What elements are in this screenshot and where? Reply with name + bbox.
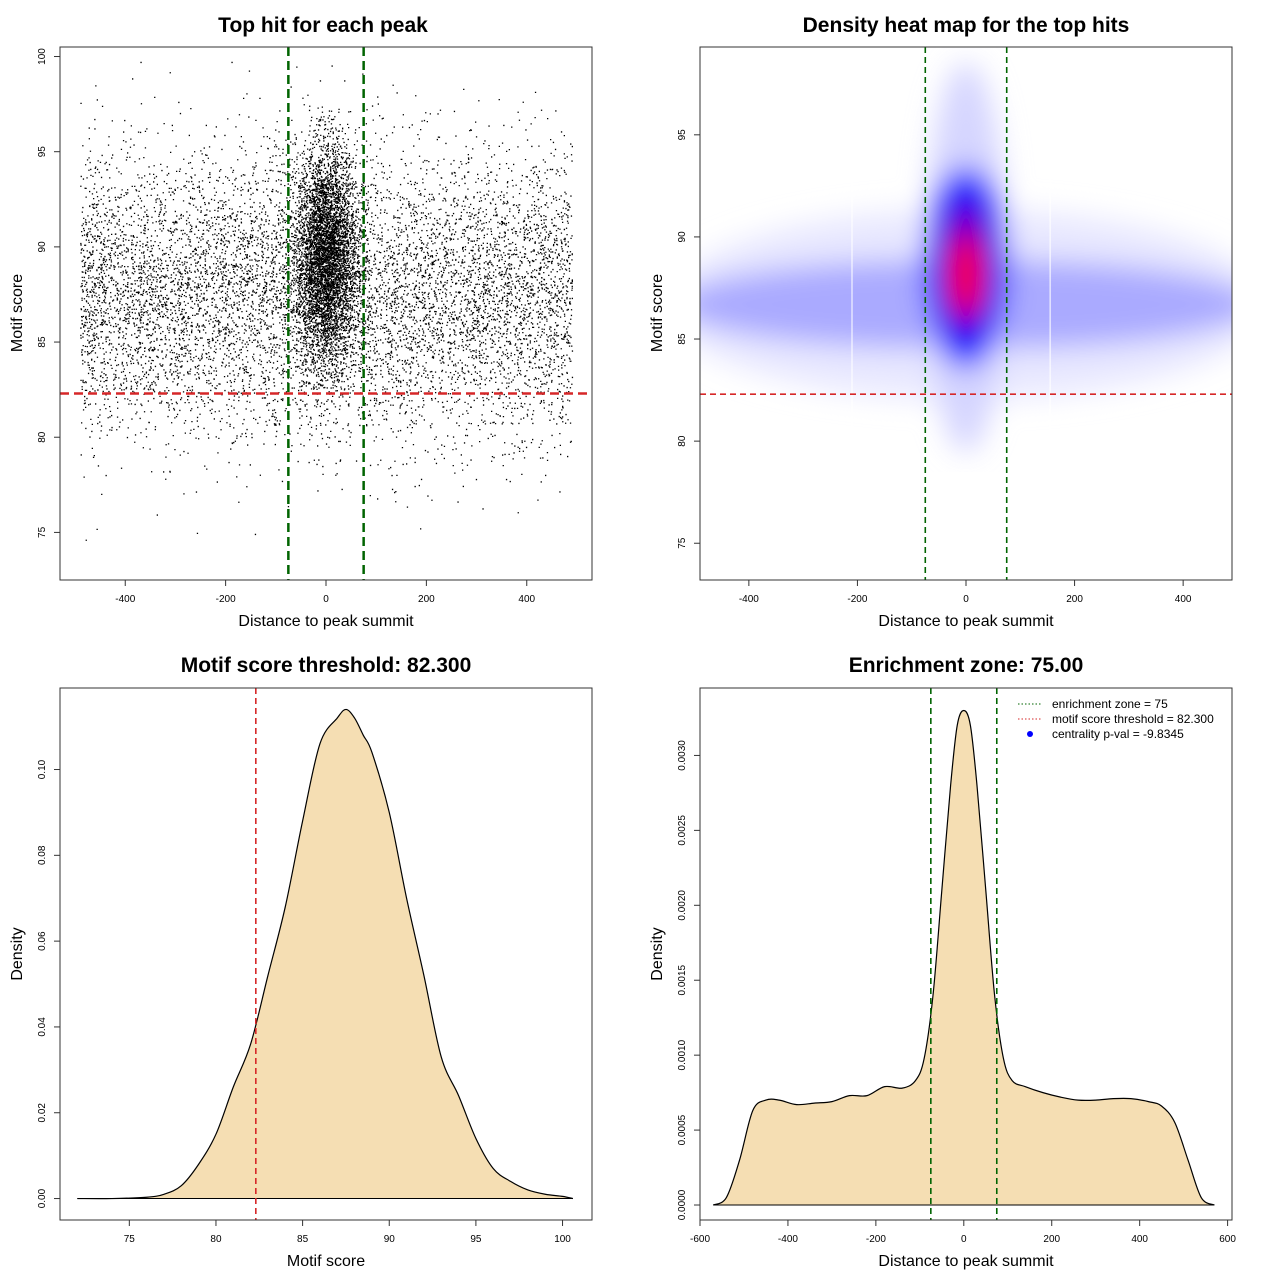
y-tick-label: 80 (37, 431, 48, 443)
y-tick-label: 90 (37, 241, 48, 253)
y-tick-label: 95 (677, 129, 688, 141)
x-tick-label: 200 (418, 594, 435, 605)
x-tick-label: -200 (847, 594, 867, 605)
x-axis-label: Motif score (287, 1253, 365, 1270)
legend-entry-pval: centrality p-val = -9.8345 (1027, 727, 1184, 741)
y-tick-label: 0.10 (37, 759, 48, 779)
heatmap-density (700, 62, 1232, 453)
reference-lines (700, 47, 1232, 580)
chart-title: Density heat map for the top hits (803, 14, 1130, 37)
x-tick-label: -600 (690, 1234, 710, 1245)
plot-frame (699, 687, 1233, 1221)
density-curve (712, 709, 1215, 1206)
x-tick-label: -400 (115, 594, 135, 605)
legend-entry-threshold: motif score threshold = 82.300 (1018, 712, 1214, 726)
y-tick-label: 0.0010 (677, 1039, 688, 1070)
density-curve (77, 708, 574, 1200)
y-axis-label: Density (649, 927, 666, 980)
x-tick-label: 85 (297, 1234, 309, 1245)
y-tick-label: 85 (37, 336, 48, 348)
x-tick-label: -400 (739, 594, 759, 605)
y-tick-label: 100 (37, 48, 48, 65)
plot-area (60, 47, 592, 580)
y-tick-label: 0.04 (37, 1017, 48, 1037)
x-tick-label: 0 (323, 594, 329, 605)
legend-label-threshold: motif score threshold = 82.300 (1052, 712, 1214, 726)
density-area (77, 709, 573, 1199)
y-tick-label: 0.0005 (677, 1114, 688, 1145)
x-axis-label: Distance to peak summit (878, 1253, 1054, 1270)
y-tick-label: 0.02 (37, 1103, 48, 1123)
panel-heatmap: Density heat map for the top hits -400 -2… (649, 14, 1233, 630)
x-tick-label: 0 (961, 1234, 967, 1245)
y-axis-label: Density (9, 927, 26, 980)
y-tick-label: 80 (677, 435, 688, 447)
x-tick-label: 200 (1066, 594, 1083, 605)
y-tick-label: 0.0020 (677, 890, 688, 921)
scatter-points (80, 61, 574, 541)
x-tick-label: 400 (1175, 594, 1192, 605)
x-axis-label: Distance to peak summit (878, 613, 1054, 630)
x-tick-label: 400 (518, 594, 535, 605)
x-tick-label: 95 (470, 1234, 482, 1245)
chart-title: Top hit for each peak (218, 14, 428, 37)
y-axis-ticks: 75 80 85 90 95 (677, 129, 700, 549)
panel-distance-density: Enrichment zone: 75.00 -600 -400 -200 0 200 4… (649, 654, 1236, 1270)
x-axis-ticks: -400 -200 0 200 400 (739, 580, 1192, 605)
x-axis-label: Distance to peak summit (238, 613, 414, 630)
y-tick-label: 0.0000 (677, 1189, 688, 1220)
y-tick-label: 0.0015 (677, 964, 688, 995)
legend: enrichment zone = 75 motif score thresho… (1018, 697, 1214, 741)
scatter-point-cloud (80, 61, 574, 541)
x-tick-label: -200 (866, 1234, 886, 1245)
chart-title: Motif score threshold: 82.300 (181, 654, 472, 677)
y-axis-ticks: 75 80 85 90 95 100 (37, 48, 60, 538)
y-tick-label: 0.0030 (677, 740, 688, 771)
legend-point-pval (1027, 731, 1033, 737)
panel-score-density: Motif score threshold: 82.300 75 80 85 90 95… (9, 654, 593, 1270)
x-tick-label: -400 (778, 1234, 798, 1245)
y-tick-label: 0.0025 (677, 815, 688, 846)
legend-label-pval: centrality p-val = -9.8345 (1052, 727, 1184, 741)
y-tick-label: 75 (677, 537, 688, 549)
x-tick-label: 400 (1131, 1234, 1148, 1245)
y-tick-label: 75 (37, 526, 48, 538)
y-axis-label: Motif score (649, 274, 666, 352)
legend-entry-zone: enrichment zone = 75 (1018, 697, 1168, 711)
heat-hotspot (950, 235, 982, 316)
legend-label-zone: enrichment zone = 75 (1052, 697, 1168, 711)
x-tick-label: -200 (216, 594, 236, 605)
y-tick-label: 0.08 (37, 845, 48, 865)
y-tick-label: 0.06 (37, 931, 48, 951)
chart-title: Enrichment zone: 75.00 (849, 654, 1084, 677)
y-axis-label: Motif score (9, 274, 26, 352)
x-tick-label: 600 (1219, 1234, 1236, 1245)
x-axis-ticks: -400 -200 0 200 400 (115, 580, 536, 605)
x-axis-ticks: -600 -400 -200 0 200 400 600 (690, 1220, 1236, 1245)
x-axis-ticks: 75 80 85 90 95 100 (124, 1220, 571, 1245)
x-tick-label: 90 (384, 1234, 396, 1245)
x-tick-label: 75 (124, 1234, 136, 1245)
plot-frame (59, 687, 593, 1221)
y-axis-ticks: 0.00 0.02 0.04 0.06 0.08 0.10 (37, 759, 60, 1208)
y-tick-label: 85 (677, 333, 688, 345)
density-area (713, 710, 1215, 1206)
y-tick-label: 0.00 (37, 1188, 48, 1208)
reference-lines (930, 688, 998, 1220)
x-tick-label: 80 (210, 1234, 222, 1245)
heatmap-area (700, 62, 1232, 453)
y-tick-label: 95 (37, 146, 48, 158)
x-tick-label: 0 (963, 594, 969, 605)
x-tick-label: 200 (1043, 1234, 1060, 1245)
x-tick-label: 100 (554, 1234, 571, 1245)
reference-lines (60, 47, 592, 580)
panel-scatter: Top hit for each peak -400 -200 0 200 400 75… (9, 14, 593, 630)
y-tick-label: 90 (677, 231, 688, 243)
y-axis-ticks: 0.0000 0.0005 0.0010 0.0015 0.0020 0.0025 0.00… (677, 740, 700, 1220)
heatmap-seams (851, 114, 1051, 431)
